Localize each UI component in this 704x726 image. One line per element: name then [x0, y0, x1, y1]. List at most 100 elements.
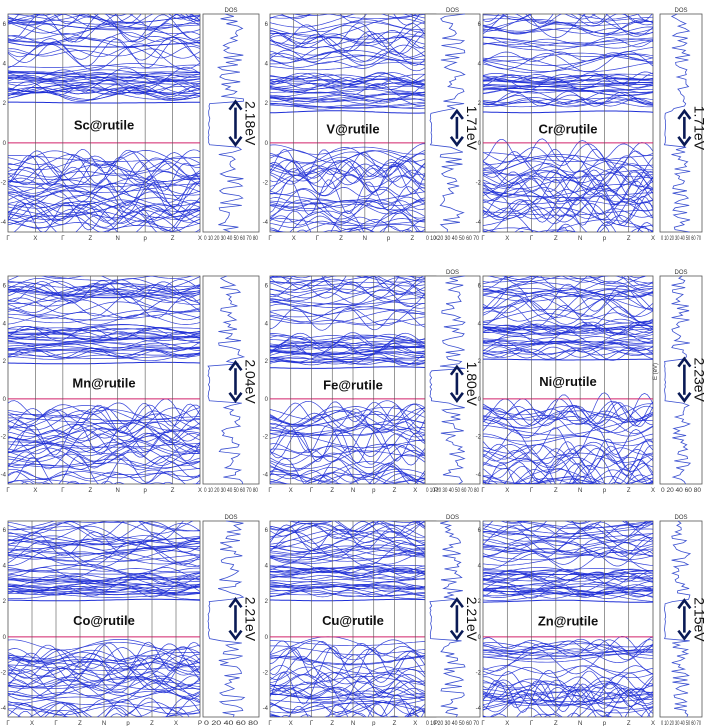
k-point-label: Γ — [6, 236, 10, 242]
band-line — [483, 475, 653, 484]
band-line — [270, 72, 436, 86]
material-label: Cu@rutile — [322, 613, 384, 628]
band-line — [483, 550, 653, 572]
band-gap-label: 2.15eV — [691, 597, 704, 642]
band-line — [483, 98, 653, 107]
band-lines — [483, 521, 653, 717]
band-line — [483, 692, 653, 703]
band-line — [8, 295, 200, 319]
dos-plot-frame — [202, 520, 260, 718]
band-line — [536, 229, 578, 232]
dos-curve — [429, 275, 466, 485]
k-point-label: N — [578, 721, 582, 726]
band-line — [483, 450, 653, 463]
band-line — [483, 572, 653, 576]
band-line — [483, 581, 653, 590]
band-line — [483, 440, 653, 459]
y-tick-label: 2 — [3, 599, 7, 605]
band-lines — [270, 14, 436, 232]
band-line — [270, 164, 436, 185]
y-axis-label: E (eV) — [653, 363, 659, 380]
arrow-head-up — [228, 99, 243, 111]
band-line — [270, 31, 436, 54]
band-line — [270, 149, 436, 177]
band-line — [270, 200, 436, 211]
band-line — [8, 309, 200, 324]
k-point-label: p — [126, 721, 130, 726]
k-point-label: Γ — [268, 488, 272, 494]
material-label: Co@rutile — [73, 613, 135, 628]
k-point-label: X — [434, 236, 438, 242]
k-point-label: p — [372, 721, 376, 726]
band-line — [483, 688, 653, 699]
band-line — [270, 276, 436, 279]
y-tick-label: 6 — [265, 283, 269, 289]
band-line — [270, 44, 436, 66]
band-line — [8, 468, 200, 481]
band-line — [327, 14, 433, 20]
y-tick-label: 2 — [478, 599, 482, 605]
band-line — [483, 473, 653, 484]
band-line — [8, 327, 200, 331]
y-tick-label: -4 — [1, 706, 7, 712]
band-line — [270, 21, 436, 44]
band-line — [8, 78, 200, 85]
k-point-label: Z — [410, 236, 414, 242]
band-line — [483, 73, 653, 79]
dos-curve — [663, 13, 691, 233]
band-line — [483, 85, 653, 90]
band-line — [270, 32, 436, 50]
band-line — [8, 286, 200, 299]
band-line — [483, 286, 653, 296]
band-line — [8, 69, 200, 84]
band-line — [270, 97, 436, 107]
k-point-label: Γ — [61, 488, 65, 494]
band-line — [483, 599, 653, 603]
band-line — [483, 14, 653, 35]
band-line — [270, 197, 436, 215]
band-line — [483, 196, 653, 218]
band-line — [8, 326, 200, 334]
y-tick-label: 0 — [3, 141, 7, 147]
band-line — [8, 177, 200, 188]
band-line — [483, 568, 653, 577]
band-line — [503, 276, 653, 287]
band-line — [8, 332, 200, 345]
k-point-label: X — [33, 488, 37, 494]
band-line — [8, 183, 200, 215]
band-line — [483, 341, 653, 355]
band-line — [483, 523, 653, 540]
k-point-label: p — [603, 488, 607, 494]
dos-tick-labels: 0 10 20 30 40 50 60 70 — [661, 721, 701, 726]
band-line — [8, 183, 200, 193]
material-label: Ni@rutile — [539, 374, 596, 389]
band-line — [483, 166, 653, 191]
band-line — [483, 433, 653, 447]
band-line — [483, 547, 653, 556]
k-point-label: Z — [88, 236, 92, 242]
y-tick-label: 2 — [478, 101, 482, 107]
band-line — [270, 73, 436, 80]
y-tick-label: 4 — [265, 321, 269, 327]
band-line — [8, 404, 200, 427]
k-point-label: p — [372, 488, 376, 494]
band-line — [32, 14, 193, 20]
band-line — [279, 14, 421, 26]
band-line — [518, 224, 650, 232]
band-line — [8, 419, 200, 442]
band-line — [483, 170, 653, 201]
y-tick-label: 0 — [265, 397, 269, 403]
band-line — [8, 280, 200, 304]
dos-title: DOS — [446, 8, 459, 14]
band-line — [483, 531, 653, 539]
band-line — [270, 103, 436, 109]
band-line — [270, 186, 436, 198]
dos-title: DOS — [446, 515, 459, 521]
band-line — [270, 86, 436, 94]
band-line — [483, 407, 653, 421]
band-gap-label: 2.18eV — [242, 101, 258, 146]
k-point-label: Γ — [268, 236, 272, 242]
band-line — [270, 14, 436, 20]
band-line — [270, 62, 436, 71]
